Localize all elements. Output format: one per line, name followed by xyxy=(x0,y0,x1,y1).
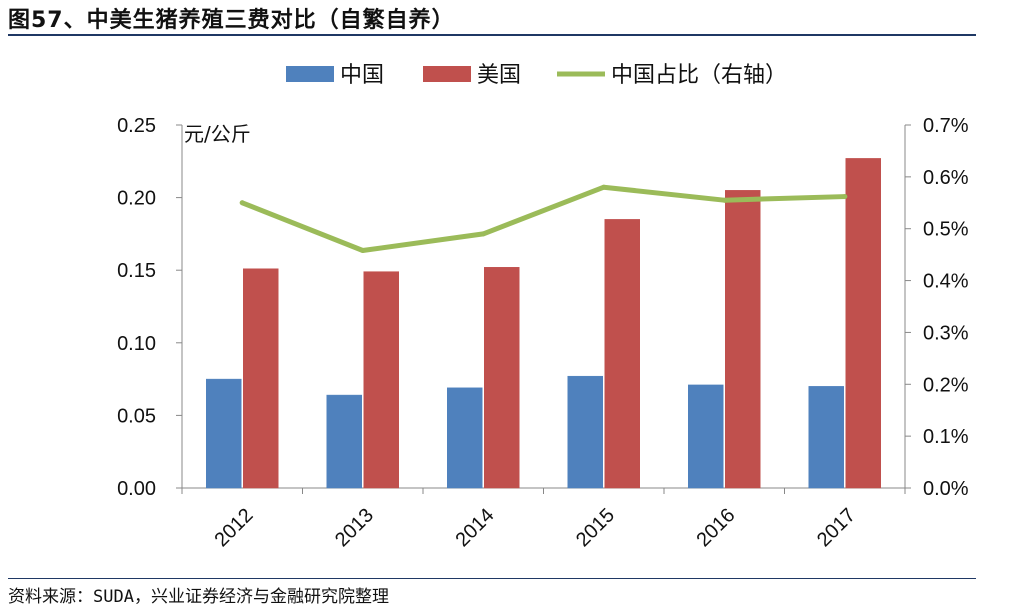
x-tick-label: 2015 xyxy=(572,504,619,551)
usa-bar-2014 xyxy=(484,267,520,489)
china-bar-2016 xyxy=(688,384,724,489)
footer-divider xyxy=(8,578,976,579)
right-tick-label: 0.4% xyxy=(923,271,969,293)
legend-label: 中国 xyxy=(340,63,384,88)
legend-swatch-china xyxy=(286,66,334,82)
right-tick-label: 0.1% xyxy=(923,426,969,448)
title-divider xyxy=(8,34,976,36)
left-tick-label: 0.20 xyxy=(117,188,156,210)
china-share-point-2013 xyxy=(360,247,366,253)
right-tick-label: 0.5% xyxy=(923,219,969,241)
left-tick-label: 0.15 xyxy=(117,260,156,282)
china-bar-2012 xyxy=(206,378,242,489)
right-tick-label: 0.2% xyxy=(923,374,969,396)
usa-bar-2013 xyxy=(363,271,399,489)
plot-area: 0.00 0.05 0.10 0.15 0.20 0.25 0.0% 0.1% 0.2% 0.3%… xyxy=(117,115,969,551)
x-tick-label: 2013 xyxy=(331,504,378,551)
x-tick-label: 2017 xyxy=(813,504,860,551)
china-bar-2017 xyxy=(808,386,844,489)
china-bar-2015 xyxy=(567,375,603,489)
china-share-point-2016 xyxy=(721,197,727,203)
x-tick-label: 2012 xyxy=(210,504,257,551)
x-tick-label: 2014 xyxy=(451,504,498,551)
left-tick-label: 0.00 xyxy=(117,478,156,500)
right-tick-label: 0.6% xyxy=(923,167,969,189)
china-share-point-2015 xyxy=(601,184,607,190)
legend-label: 美国 xyxy=(477,63,521,88)
legend: 中国 美国 中国占比（右轴） xyxy=(286,63,787,88)
figure-title: 图57、中美生猪养殖三费对比（自繁自养） xyxy=(8,8,455,33)
china-bar-2014 xyxy=(447,387,483,489)
china-share-point-2012 xyxy=(239,200,245,206)
china-share-line xyxy=(239,184,848,253)
usa-bar-2017 xyxy=(845,158,881,489)
china-share-point-2014 xyxy=(480,231,486,237)
y-axis-unit-label: 元/公斤 xyxy=(184,122,251,146)
right-tick-label: 0.3% xyxy=(923,322,969,344)
usa-bar-2016 xyxy=(725,190,761,489)
china-bar-2013 xyxy=(326,394,362,489)
right-tick-label: 0.0% xyxy=(923,478,969,500)
legend-swatch-usa xyxy=(423,66,471,82)
source-note: 资料来源：SUDA，兴业证券经济与金融研究院整理 xyxy=(8,587,389,607)
chart: 中国 美国 中国占比（右轴） 元/公斤 0.000.050.100.150.200.… xyxy=(117,63,969,551)
usa-bar-2012 xyxy=(243,268,279,489)
legend-label: 中国占比（右轴） xyxy=(611,63,787,88)
china-share-point-2017 xyxy=(842,194,848,200)
left-tick-label: 0.10 xyxy=(117,333,156,355)
left-tick-label: 0.05 xyxy=(117,405,156,427)
left-tick-label: 0.25 xyxy=(117,115,156,137)
usa-bar-2015 xyxy=(604,219,640,489)
right-tick-label: 0.7% xyxy=(923,115,969,137)
x-tick-label: 2016 xyxy=(692,504,739,551)
